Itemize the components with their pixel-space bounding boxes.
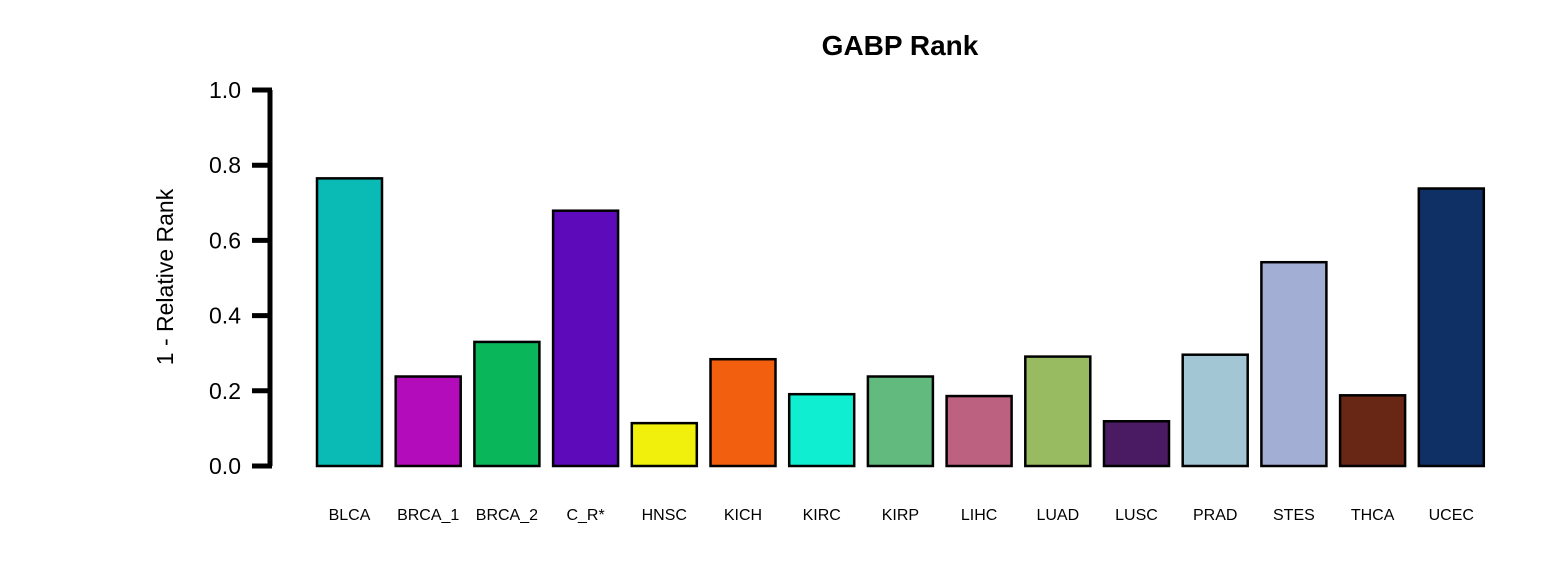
x-tick-label: KIRP [882, 507, 919, 524]
x-tick-label: LIHC [961, 507, 997, 524]
y-axis: 0.0 0.2 0.4 0.6 0.8 1.0 [209, 77, 273, 479]
y-tick-label: 1.0 [209, 77, 241, 103]
x-tick-label: PRAD [1193, 507, 1237, 524]
x-tick-label: LUSC [1115, 507, 1158, 524]
x-tick-label: KIRC [803, 507, 841, 524]
x-tick-label: HNSC [642, 507, 687, 524]
bar-lihc [945, 394, 1013, 468]
x-tick-label: UCEC [1429, 507, 1474, 524]
bar-kirc [787, 392, 856, 468]
bar-kirp [866, 375, 935, 468]
y-tick-label: 0.6 [209, 227, 241, 253]
x-tick-label: BRCA_2 [476, 507, 538, 524]
y-tick-label: 0.4 [209, 303, 241, 329]
x-tick-label: LUAD [1036, 507, 1079, 524]
x-tick-labels: BLCA BRCA_1 BRCA_2 C_R* HNSC KICH KIRC KIRP LIHC… [329, 507, 1474, 524]
bar-brca-2 [473, 340, 541, 468]
x-tick-label: BLCA [329, 507, 371, 524]
x-tick-label: STES [1273, 507, 1315, 524]
y-axis-label: 1 - Relative Rank [152, 188, 178, 365]
bar-prad [1181, 353, 1249, 468]
bar-c-r [551, 209, 620, 468]
bar-stes [1260, 260, 1328, 468]
x-tick-label: C_R* [566, 507, 604, 524]
x-tick-label: KICH [724, 507, 762, 524]
bars [315, 177, 1486, 468]
bar-blca [315, 177, 384, 468]
y-tick-label: 0.0 [209, 453, 241, 479]
bar-kich [709, 357, 777, 468]
bar-lusc [1102, 420, 1171, 468]
y-tick-label: 0.2 [209, 378, 241, 404]
y-tick-label: 0.8 [209, 152, 241, 178]
x-tick-label: BRCA_1 [397, 507, 459, 524]
bar-hnsc [630, 421, 699, 468]
bar-thca [1338, 394, 1407, 468]
x-tick-label: THCA [1351, 507, 1395, 524]
bar-brca-1 [394, 375, 462, 468]
bar-ucec [1417, 187, 1486, 468]
bar-luad [1024, 355, 1092, 468]
chart-title: GABP Rank [822, 30, 979, 61]
